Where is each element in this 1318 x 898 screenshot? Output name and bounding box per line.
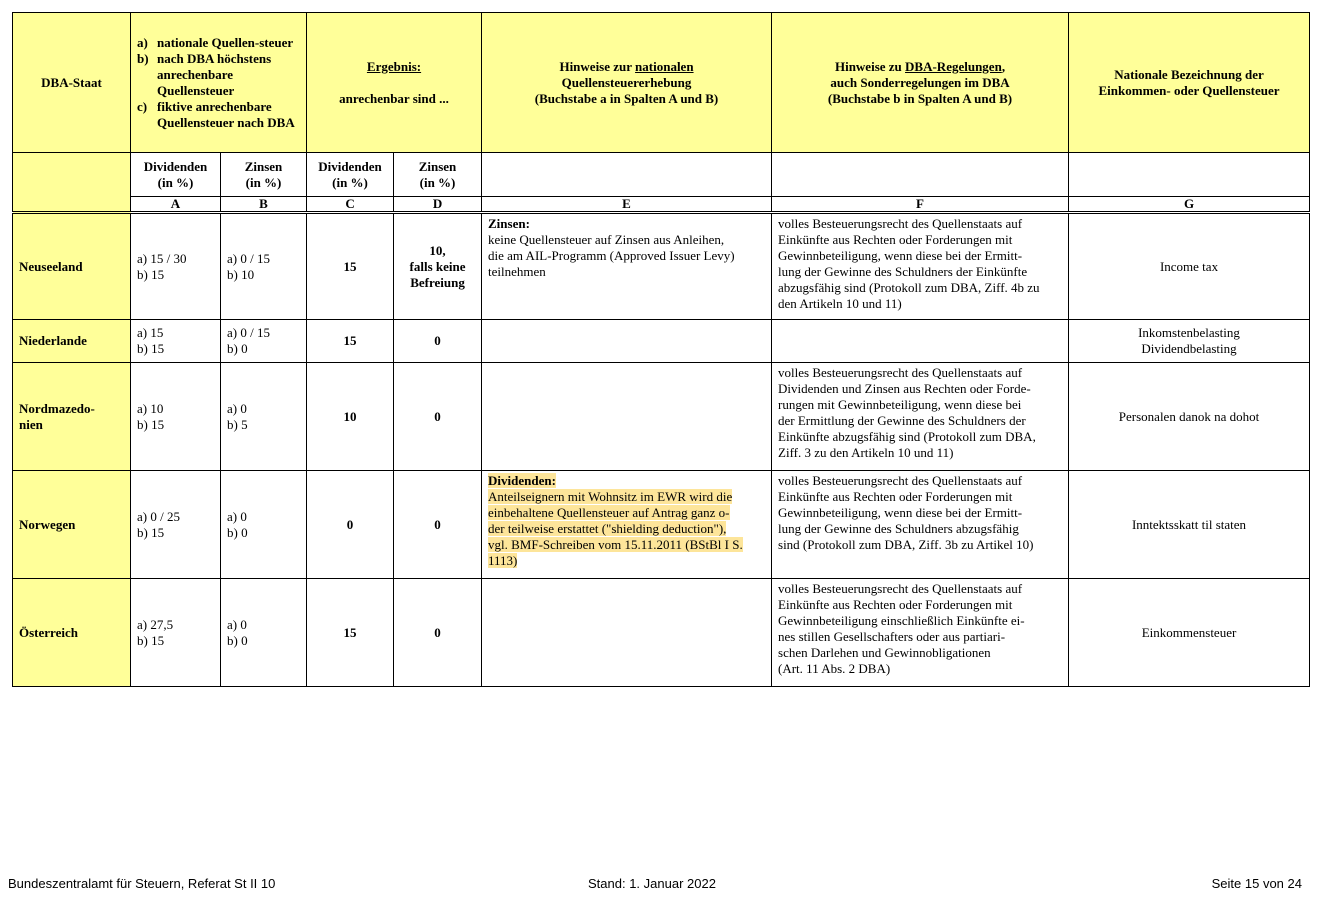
header-nationale-bezeichnung: Nationale Bezeichnung der Einkommen- ode… — [1068, 12, 1311, 153]
col-f-cell — [771, 319, 1070, 363]
col-d-cell: 0 — [393, 362, 483, 471]
country-cell: Norwegen — [12, 470, 131, 579]
table-row: Norwegen a) 0 / 25 b) 15 a) 0 b) 0 0 0 Divide… — [12, 470, 1311, 579]
letter-b: B — [219, 196, 308, 214]
country-cell: Neuseeland — [12, 212, 131, 320]
country-cell: Niederlande — [12, 319, 131, 363]
col-e-cell — [481, 319, 773, 363]
subheader-e — [481, 152, 773, 197]
ergebnis-sub: anrechenbar sind ... — [339, 90, 449, 106]
col-f-cell: volles Besteuerungsrecht des Quellenstaa… — [771, 362, 1070, 471]
subheader-g — [1068, 152, 1311, 197]
col-d-cell: 0 — [393, 319, 483, 363]
letter-c: C — [306, 196, 395, 214]
col-c-cell: 15 — [306, 578, 395, 687]
col-g-cell: Inkomstenbelasting Dividendbelasting — [1068, 319, 1311, 363]
header-hinweise-national: Hinweise zur nationalen Quellensteuererh… — [481, 12, 773, 153]
table-row: Nordmazedo- nien a) 10 b) 15 a) 0 b) 5 10 0 v… — [12, 362, 1311, 471]
legend-text: nach DBA höchstens anrechenbare Quellens… — [157, 50, 272, 98]
col-f-cell: volles Besteuerungsrecht des Quellenstaa… — [771, 470, 1070, 579]
col-d-cell: 10, falls keine Befreiung — [393, 212, 483, 320]
col-e-cell: Zinsen: keine Quellensteuer auf Zinsen a… — [481, 212, 773, 320]
legend-mark: b) — [137, 50, 149, 66]
subheader-empty — [12, 152, 131, 214]
col-a-cell: a) 0 / 25 b) 15 — [130, 470, 221, 579]
footer-center: Stand: 1. Januar 2022 — [588, 876, 716, 891]
col-a-cell: a) 15 / 30 b) 15 — [130, 212, 221, 320]
footer-right: Seite 15 von 24 — [1211, 876, 1302, 891]
table-row: Neuseeland a) 15 / 30 b) 15 a) 0 / 15 b) 1… — [12, 212, 1311, 320]
col-d-cell: 0 — [393, 578, 483, 687]
subheader-f — [771, 152, 1070, 197]
col-a-cell: a) 15 b) 15 — [130, 319, 221, 363]
col-c-cell: 15 — [306, 319, 395, 363]
col-e-cell: Dividenden: Anteilseignern mit Wohnsitz … — [481, 470, 773, 579]
header-legend: a) nationale Quellen-steuer b) nach DBA hö… — [129, 12, 308, 153]
col-g-cell: Personalen danok na dohot — [1068, 362, 1311, 471]
table-row: Niederlande a) 15 b) 15 a) 0 / 15 b) 0 15 0 I… — [12, 319, 1311, 363]
table-row: Österreich a) 27,5 b) 15 a) 0 b) 0 15 0 volle… — [12, 578, 1311, 687]
letter-a: A — [130, 196, 221, 214]
col-b-cell: a) 0 b) 0 — [219, 470, 308, 579]
subheader-b: Zinsen (in %) — [219, 152, 308, 197]
dba-table: DBA-Staat a) nationale Quellen-steuer b) n… — [12, 12, 1311, 687]
subheader-row: Dividenden (in %) Zinsen (in %) Dividend… — [12, 152, 1311, 214]
header-dba-staat: DBA-Staat — [12, 12, 131, 153]
col-c-cell: 10 — [306, 362, 395, 471]
col-g-cell: Income tax — [1068, 212, 1311, 320]
col-f-cell: volles Besteuerungsrecht des Quellenstaa… — [771, 578, 1070, 687]
subheader-a: Dividenden (in %) — [130, 152, 221, 197]
header-ergebnis: Ergebnis: anrechenbar sind ... — [306, 12, 483, 153]
col-b-cell: a) 0 b) 5 — [219, 362, 308, 471]
col-g-cell: Inntektsskatt til staten — [1068, 470, 1311, 579]
header-hinweise-dba: Hinweise zu DBA-Regelungen, auch Sonderr… — [771, 12, 1070, 153]
letter-g: G — [1068, 196, 1311, 214]
letter-d: D — [393, 196, 483, 214]
footer-left: Bundeszentralamt für Steuern, Referat St… — [8, 876, 276, 891]
header-row: DBA-Staat a) nationale Quellen-steuer b) n… — [12, 12, 1311, 153]
note-text: keine Quellensteuer auf Zinsen aus Anlei… — [488, 232, 735, 279]
note-text: Anteilseignern mit Wohnsitz im EWR wird … — [488, 489, 743, 568]
col-f-cell: volles Besteuerungsrecht des Quellenstaa… — [771, 212, 1070, 320]
subheader-c: Dividenden (in %) — [306, 152, 395, 197]
letter-e: E — [481, 196, 773, 214]
col-a-cell: a) 10 b) 15 — [130, 362, 221, 471]
legend-mark: a) — [137, 34, 148, 50]
legend-text: nationale Quellen-steuer — [157, 34, 294, 50]
note-title: Zinsen: — [488, 216, 530, 231]
subheader-d: Zinsen (in %) — [393, 152, 483, 197]
country-cell: Nordmazedo- nien — [12, 362, 131, 471]
legend-text: fiktive anrechenbare Quellensteuer nach … — [157, 98, 295, 130]
letters-row: A B C D E F G — [13, 196, 1311, 214]
col-b-cell: a) 0 / 15 b) 10 — [219, 212, 308, 320]
col-e-cell — [481, 578, 773, 687]
col-b-cell: a) 0 b) 0 — [219, 578, 308, 687]
col-d-cell: 0 — [393, 470, 483, 579]
col-e-cell — [481, 362, 773, 471]
col-c-cell: 0 — [306, 470, 395, 579]
ergebnis-title: Ergebnis: — [366, 58, 422, 74]
col-b-cell: a) 0 / 15 b) 0 — [219, 319, 308, 363]
legend-mark: c) — [137, 98, 148, 114]
col-a-cell: a) 27,5 b) 15 — [130, 578, 221, 687]
col-g-cell: Einkommensteuer — [1068, 578, 1311, 687]
country-cell: Österreich — [12, 578, 131, 687]
letter-f: F — [771, 196, 1070, 214]
col-c-cell: 15 — [306, 212, 395, 320]
note-title: Dividenden: — [488, 473, 556, 488]
